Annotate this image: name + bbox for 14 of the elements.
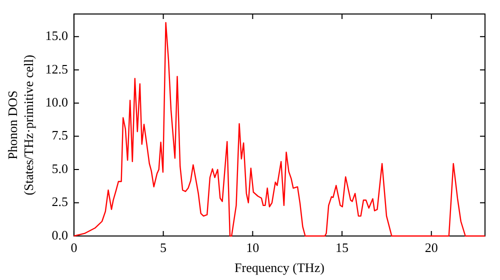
x-tick-label: 10 [246,240,260,255]
x-tick-label: 0 [70,240,78,255]
x-tick-label: 5 [160,240,167,255]
y-tick-label: 12.5 [45,61,68,76]
y-tick-label: 5.0 [52,160,68,176]
y-tick-label: 7.5 [52,128,68,143]
x-tick-label: 20 [424,240,438,255]
x-axis-title: Frequency (THz) [234,260,324,275]
x-tick-label: 15 [336,240,349,255]
y-tick-label: 0.0 [52,227,68,242]
y-tick-label: 10.0 [45,94,68,110]
y-tick-label: 15.0 [45,28,68,44]
y-tick-label: 2.5 [52,194,68,210]
y-axis-title: Phonon DOS (States/THz·primitive cell) [5,54,36,196]
